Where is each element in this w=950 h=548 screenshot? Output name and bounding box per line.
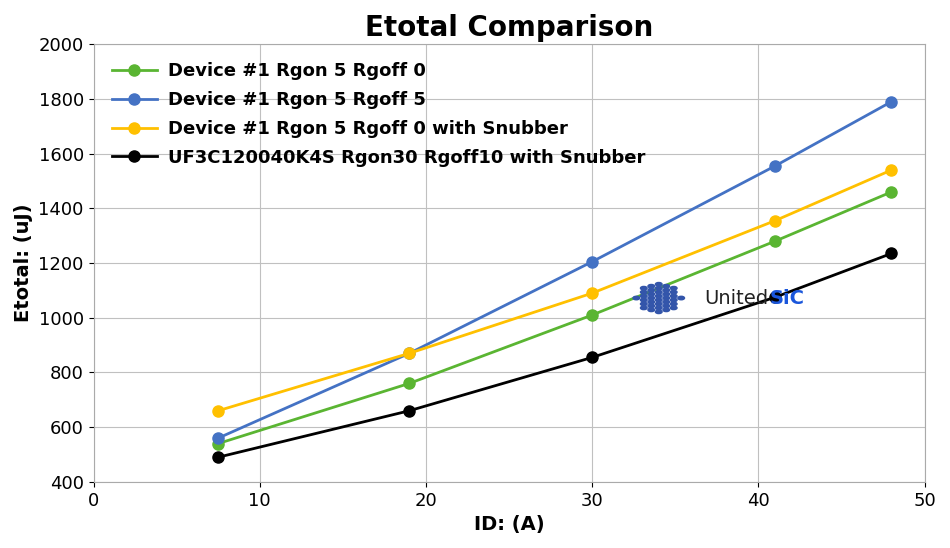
Device #1 Rgon 5 Rgoff 0 with Snubber [770,218,781,224]
Circle shape [640,298,647,302]
Circle shape [656,310,662,313]
UF3C120040K4S Rgon30 Rgoff10 with Snubber [770,294,781,300]
Circle shape [640,306,647,310]
Text: United: United [705,289,769,307]
X-axis label: ID: (A): ID: (A) [474,515,544,534]
Legend: Device #1 Rgon 5 Rgoff 0, Device #1 Rgon 5 Rgoff 5, Device #1 Rgon 5 Rgoff 0 wit: Device #1 Rgon 5 Rgoff 0, Device #1 Rgon… [103,53,654,176]
Device #1 Rgon 5 Rgoff 0 [586,312,598,318]
Line: UF3C120040K4S Rgon30 Rgoff10 with Snubber: UF3C120040K4S Rgon30 Rgoff10 with Snubbe… [213,248,897,463]
Circle shape [648,308,655,312]
Device #1 Rgon 5 Rgoff 0 [213,440,224,447]
Text: SiC: SiC [770,289,805,307]
Y-axis label: Etotal: (uJ): Etotal: (uJ) [14,204,33,322]
Device #1 Rgon 5 Rgoff 5 [885,99,897,105]
Device #1 Rgon 5 Rgoff 0 with Snubber [885,167,897,173]
Line: Device #1 Rgon 5 Rgoff 0: Device #1 Rgon 5 Rgoff 0 [213,186,897,449]
Circle shape [671,306,677,310]
Device #1 Rgon 5 Rgoff 0 with Snubber [213,407,224,414]
Circle shape [663,284,670,288]
Circle shape [678,296,685,300]
Circle shape [640,294,647,298]
Circle shape [656,290,662,294]
Circle shape [656,283,662,286]
Circle shape [648,292,655,296]
Circle shape [648,300,655,304]
Circle shape [648,288,655,292]
Line: Device #1 Rgon 5 Rgoff 0 with Snubber: Device #1 Rgon 5 Rgoff 0 with Snubber [213,164,897,416]
Circle shape [663,288,670,292]
Circle shape [656,294,662,298]
Circle shape [663,292,670,296]
Circle shape [663,300,670,304]
UF3C120040K4S Rgon30 Rgoff10 with Snubber [885,250,897,257]
Device #1 Rgon 5 Rgoff 0 with Snubber [404,350,415,357]
Device #1 Rgon 5 Rgoff 5 [213,435,224,441]
Device #1 Rgon 5 Rgoff 0 [770,238,781,244]
Device #1 Rgon 5 Rgoff 0 [404,380,415,387]
Device #1 Rgon 5 Rgoff 5 [404,350,415,357]
Circle shape [656,306,662,310]
UF3C120040K4S Rgon30 Rgoff10 with Snubber [404,407,415,414]
Circle shape [663,308,670,312]
UF3C120040K4S Rgon30 Rgoff10 with Snubber [586,354,598,361]
Line: Device #1 Rgon 5 Rgoff 5: Device #1 Rgon 5 Rgoff 5 [213,96,897,444]
Title: Etotal Comparison: Etotal Comparison [365,14,654,42]
Circle shape [656,302,662,306]
Circle shape [640,290,647,294]
Circle shape [648,304,655,307]
Circle shape [656,298,662,302]
Circle shape [671,298,677,302]
Circle shape [671,302,677,306]
Device #1 Rgon 5 Rgoff 0 [885,189,897,195]
Circle shape [633,296,639,300]
Circle shape [671,294,677,298]
Device #1 Rgon 5 Rgoff 0 with Snubber [586,290,598,296]
Circle shape [663,296,670,300]
Circle shape [640,302,647,306]
Circle shape [648,284,655,288]
UF3C120040K4S Rgon30 Rgoff10 with Snubber [213,454,224,460]
Circle shape [671,290,677,294]
Circle shape [640,287,647,290]
Circle shape [648,296,655,300]
Circle shape [671,287,677,290]
Device #1 Rgon 5 Rgoff 5 [770,163,781,169]
Device #1 Rgon 5 Rgoff 5 [586,258,598,265]
Circle shape [663,304,670,307]
Circle shape [656,287,662,290]
